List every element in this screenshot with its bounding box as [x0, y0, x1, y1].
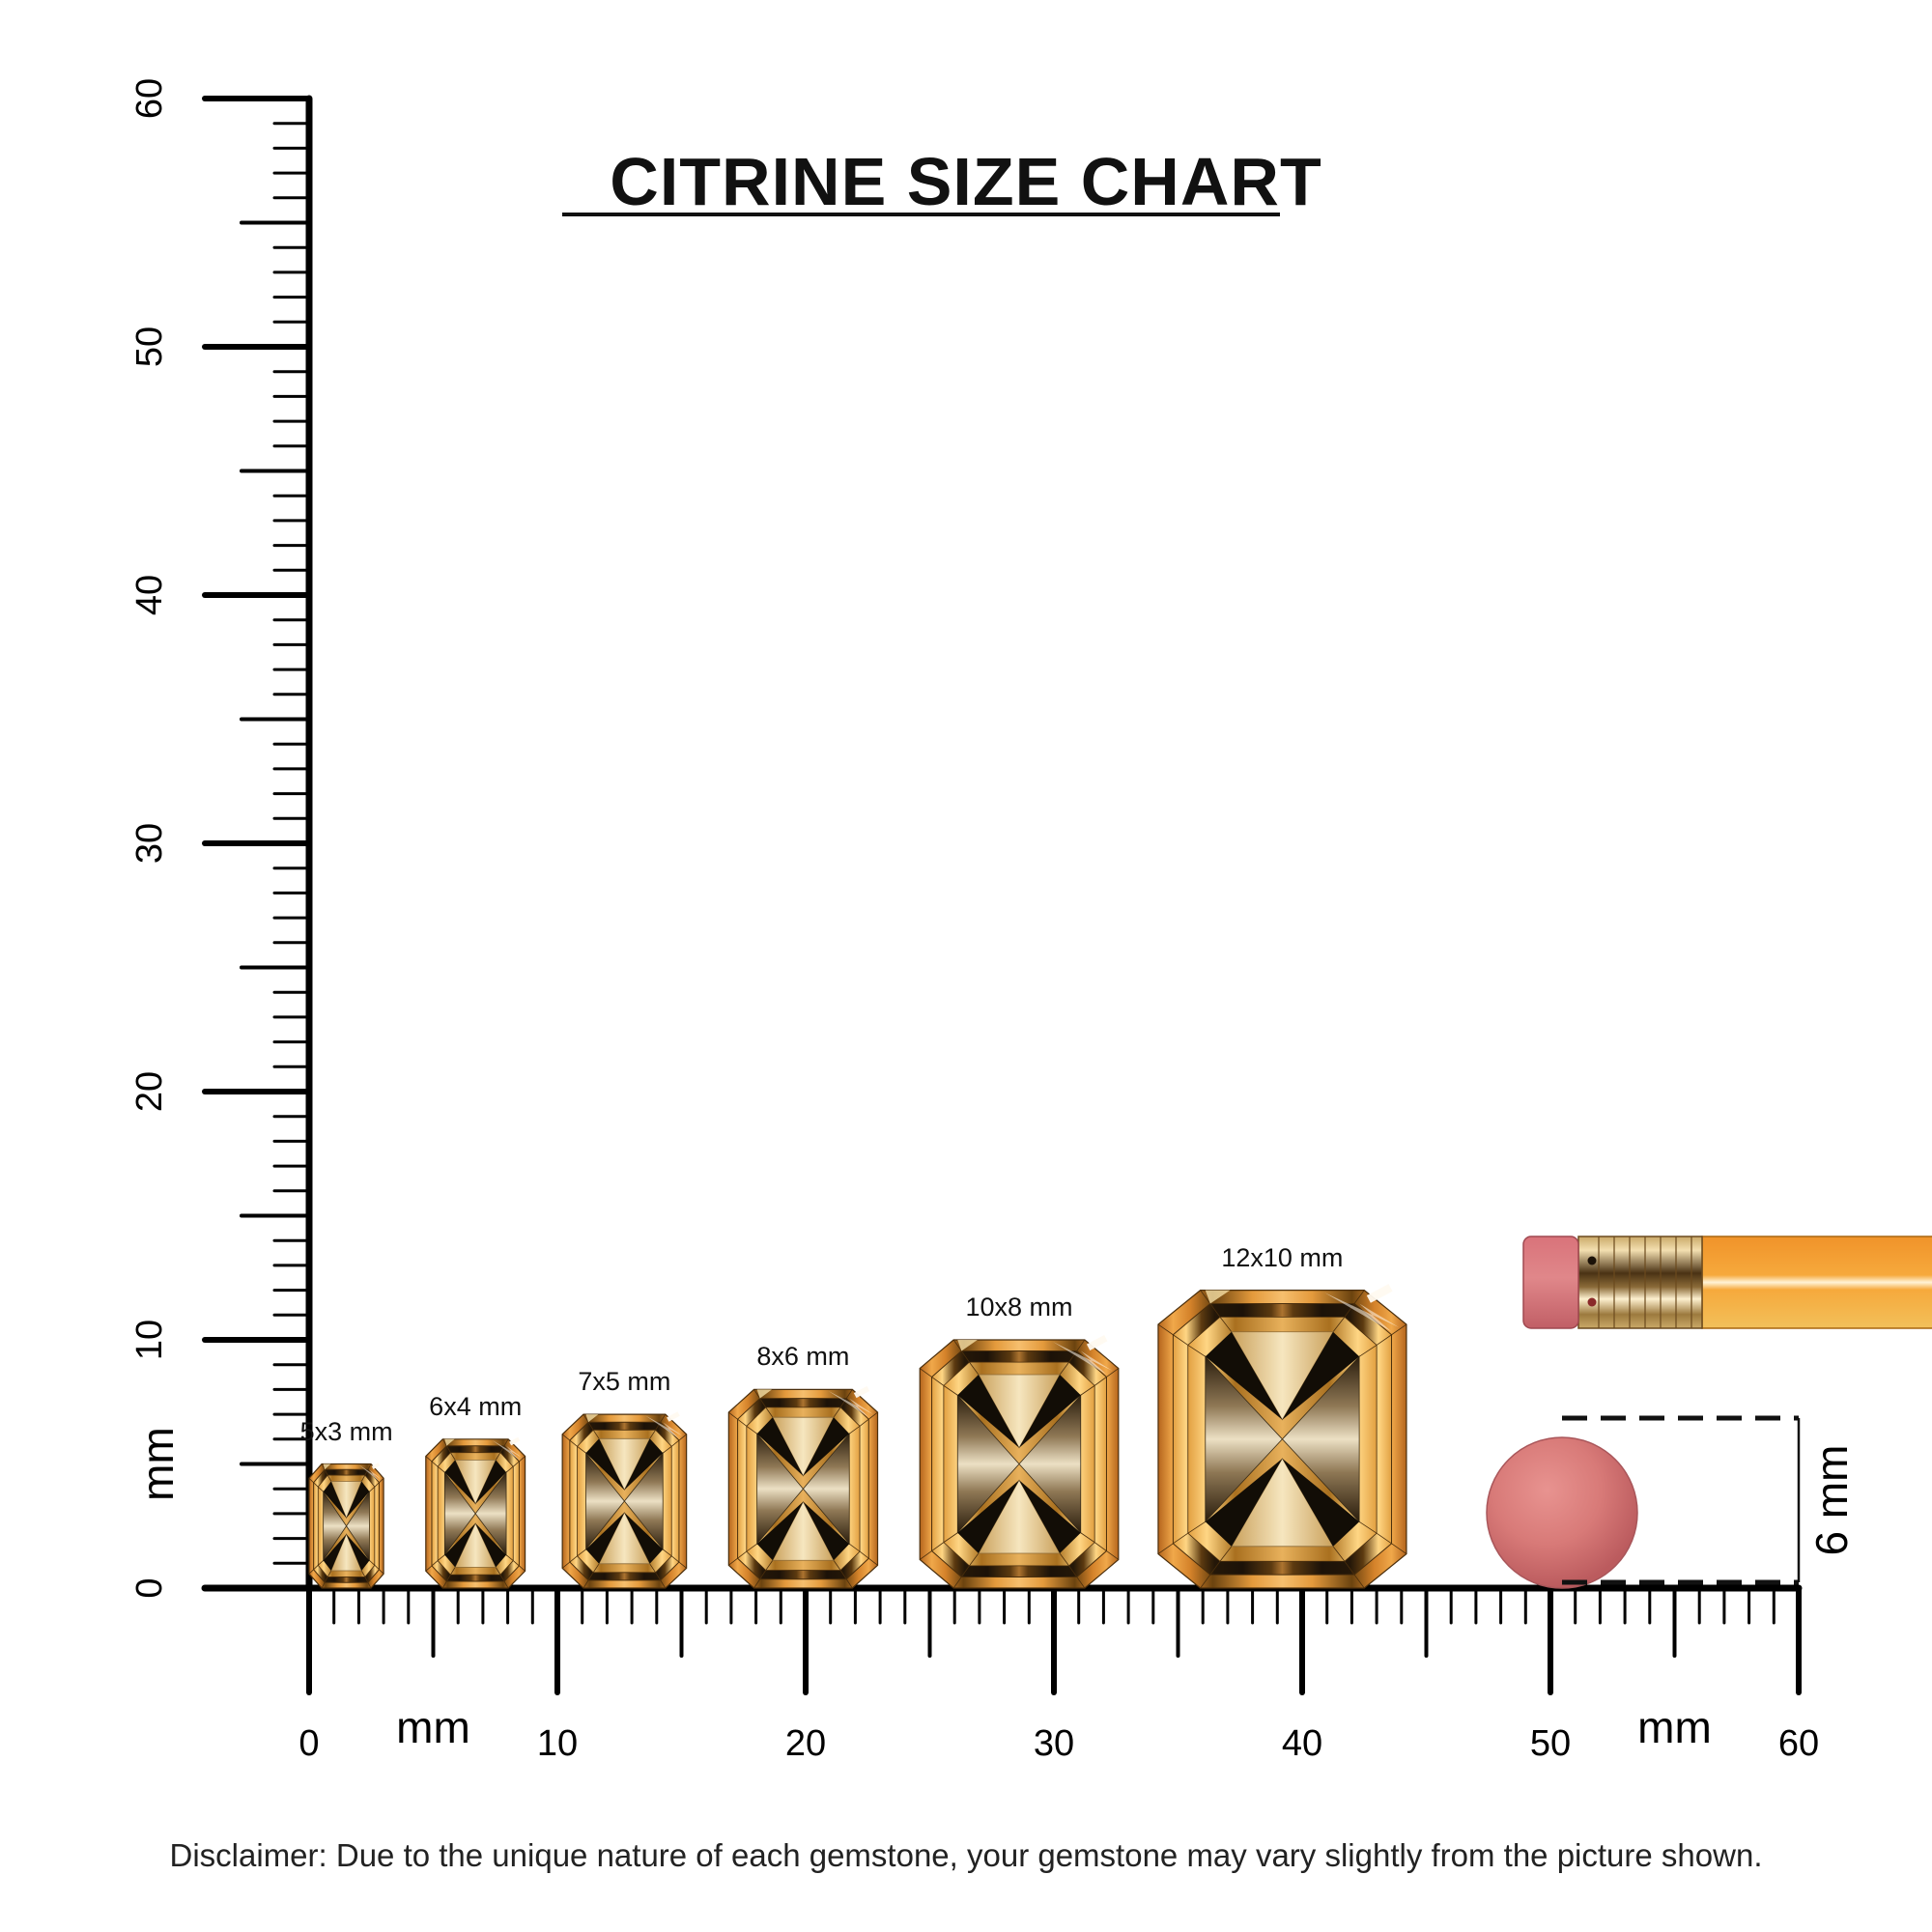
svg-text:6 mm: 6 mm: [1806, 1445, 1857, 1556]
